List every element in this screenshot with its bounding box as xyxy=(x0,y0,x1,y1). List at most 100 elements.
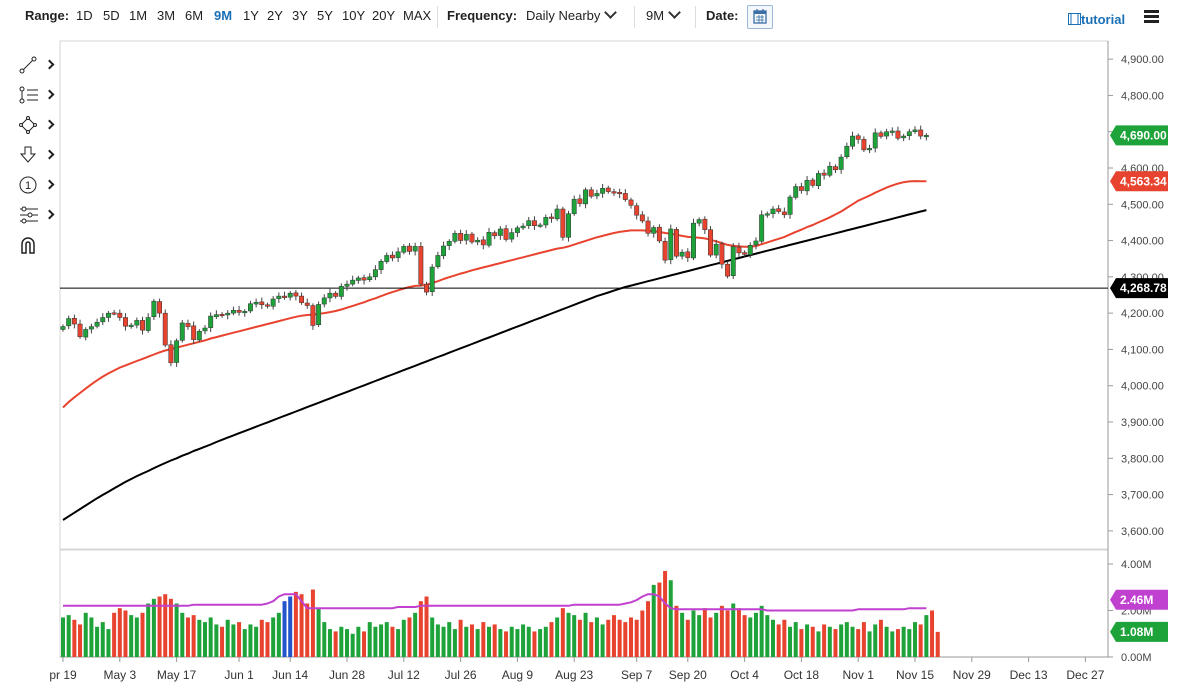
candle-body xyxy=(884,131,890,137)
magnet-tool-button[interactable] xyxy=(14,235,54,257)
pitchfork-tool-button[interactable] xyxy=(14,205,55,227)
volume-bar xyxy=(856,629,861,657)
range-button-3y[interactable]: 3Y xyxy=(292,8,308,23)
range-button-max[interactable]: MAX xyxy=(403,8,432,23)
range-button-3m[interactable]: 3M xyxy=(157,8,176,23)
candle-body xyxy=(492,232,498,237)
candle-body xyxy=(111,312,117,315)
candle-body xyxy=(696,219,702,224)
fibonacci-tool-button[interactable] xyxy=(14,85,55,107)
volume-bar xyxy=(776,624,781,657)
volume-tick-label: 4.00M xyxy=(1121,559,1152,571)
candle-body xyxy=(452,233,458,242)
candle-body xyxy=(878,132,884,137)
candle-body xyxy=(736,246,742,254)
volume-bar xyxy=(674,605,679,657)
candle-body xyxy=(123,317,128,327)
ma50-badge xyxy=(1110,171,1168,192)
marker-tool-button[interactable]: 1 xyxy=(14,175,55,197)
date-tick-label: Dec 27 xyxy=(1066,668,1104,682)
volume-bar xyxy=(890,631,895,657)
volume-bar xyxy=(702,608,707,657)
volume-bar xyxy=(220,626,225,657)
frequency-select[interactable]: Daily Nearby xyxy=(526,6,618,23)
volume-bar xyxy=(771,619,775,657)
volume-bar xyxy=(339,626,344,657)
shape-tool-button[interactable] xyxy=(14,115,55,137)
candle-body xyxy=(395,251,401,258)
date-tick-label: Sep 7 xyxy=(621,668,653,682)
volume-bar xyxy=(538,629,543,657)
candle-body xyxy=(350,279,356,285)
arrow-annotation-icon xyxy=(19,146,37,163)
film-icon xyxy=(1068,13,1081,25)
volume-bar xyxy=(379,624,384,657)
range-button-5d[interactable]: 5D xyxy=(103,8,120,23)
volume-bar xyxy=(452,629,457,657)
candle-body xyxy=(781,211,787,216)
range-button-1y[interactable]: 1Y xyxy=(243,8,259,23)
fibonacci-tool-icon xyxy=(19,86,38,104)
period-select[interactable]: 9M xyxy=(646,6,681,23)
price-tick-label: 3,700.00 xyxy=(1121,490,1164,502)
candle-body xyxy=(88,326,94,330)
calendar-button[interactable] xyxy=(747,5,773,29)
candle-body xyxy=(276,295,282,299)
candle-body xyxy=(378,261,384,270)
volume-bar xyxy=(788,626,793,657)
candle-body xyxy=(645,220,651,234)
volume-bar xyxy=(714,612,719,657)
candle-body xyxy=(151,300,157,318)
line-tool-button[interactable] xyxy=(14,55,55,77)
volume-bar xyxy=(691,610,696,657)
volume-bar xyxy=(327,629,332,657)
range-button-10y[interactable]: 10Y xyxy=(342,8,366,23)
range-button-6m[interactable]: 6M xyxy=(185,8,204,23)
volume-bar xyxy=(72,619,77,657)
candle-body xyxy=(543,217,549,226)
menu-icon[interactable] xyxy=(1144,10,1159,23)
candle-body xyxy=(287,292,293,298)
date-tick-label: Jun 1 xyxy=(224,668,254,682)
calendar-icon xyxy=(753,9,767,24)
price-tick-label: 3,800.00 xyxy=(1121,453,1164,465)
volume-last-badge xyxy=(1110,621,1168,642)
candle-body xyxy=(469,233,475,243)
volume-bar xyxy=(322,622,327,657)
candle-body xyxy=(162,312,168,346)
volume-bar xyxy=(276,612,281,657)
tutorial-link[interactable]: tutorial xyxy=(1068,12,1125,27)
candle-body xyxy=(355,277,361,281)
candle-body xyxy=(702,218,708,230)
volume-bar xyxy=(259,619,264,657)
candle-body xyxy=(253,302,259,305)
volume-bar xyxy=(214,624,219,657)
candle-body xyxy=(117,312,123,318)
candle-body xyxy=(895,130,901,139)
volume-bar xyxy=(356,626,361,657)
volume-bar xyxy=(123,610,128,657)
volume-bar xyxy=(367,622,372,657)
price-tick-label: 4,400.00 xyxy=(1121,236,1164,248)
range-button-9m[interactable]: 9M xyxy=(214,8,233,23)
volume-bar xyxy=(555,617,560,657)
range-button-2y[interactable]: 2Y xyxy=(267,8,283,23)
candle-body xyxy=(668,228,674,261)
range-button-20y[interactable]: 20Y xyxy=(372,8,396,23)
volume-bar xyxy=(521,624,526,657)
candle-body xyxy=(617,192,623,195)
pitchfork-tool-icon xyxy=(20,206,38,224)
range-button-1d[interactable]: 1D xyxy=(76,8,93,23)
candle-body xyxy=(611,191,617,194)
volume-bar xyxy=(498,629,503,657)
range-button-1m[interactable]: 1M xyxy=(129,8,148,23)
volume-bar xyxy=(83,612,88,657)
range-button-5y[interactable]: 5Y xyxy=(317,8,333,23)
candle-body xyxy=(185,323,191,327)
candle-body xyxy=(549,216,554,219)
candle-body xyxy=(514,227,520,233)
candle-body xyxy=(691,222,696,259)
candle-body xyxy=(577,198,583,204)
arrow-tool-button[interactable] xyxy=(14,145,55,167)
